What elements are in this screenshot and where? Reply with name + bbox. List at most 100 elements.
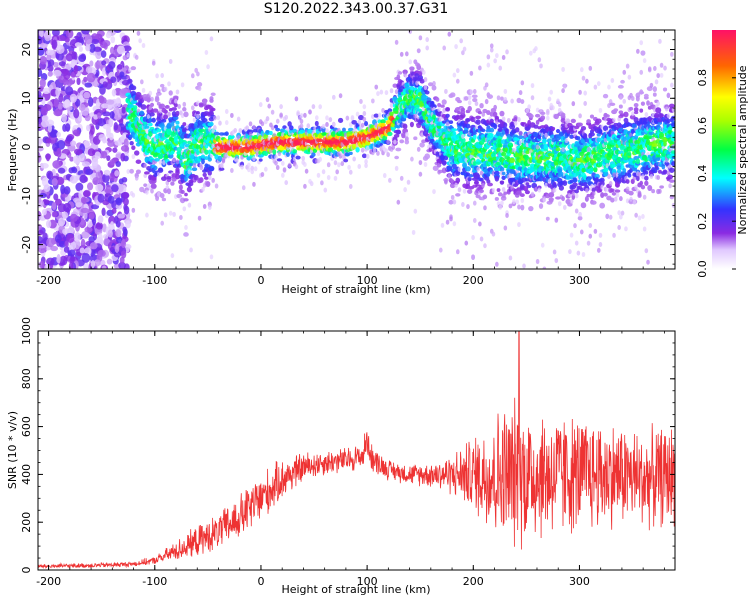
spectrogram-cell [102,223,107,233]
spectrogram-cell [123,203,128,211]
spectrogram-cell [115,161,122,168]
spectrogram-cell [86,72,96,83]
spectrogram-cell [39,56,47,65]
spectrogram-cell [593,84,598,90]
spectrogram-cell [612,117,616,123]
spectrogram-cell [90,204,100,210]
spectrogram-cell [294,96,299,102]
spectrogram-cell [41,177,50,187]
spectrogram-cell [80,207,90,214]
spectrogram-cells [38,0,675,296]
spectrogram-cell [115,97,121,104]
spectrogram-cell [347,164,351,170]
spectrogram-cell [182,206,187,212]
spectrogram-cell [440,222,445,228]
spectrogram-cell [101,207,106,217]
spectrogram-cell [325,122,329,128]
spectrogram-cell [74,232,81,242]
spectrogram-cell [72,129,80,137]
spectrogram-cell [617,225,621,231]
spectrogram-cell [260,171,265,177]
spectrogram-cell [409,121,414,128]
spectrogram-cell [168,59,173,65]
spectrogram-cell [303,183,307,189]
spectrogram-cell [188,0,192,3]
spectrogram-cell [503,225,508,231]
spectrogram-cell [206,291,210,296]
spectrogram-cell [491,187,496,193]
spectrogram-cell [252,124,256,130]
spectrogram-cell [60,184,66,195]
spectrogram-cell [505,49,509,55]
spectrogram-cell [56,139,66,150]
spectrogram-cell [209,36,214,42]
spectrogram-cell [109,172,115,182]
spectrogram-cell [155,290,159,295]
spectrogram-cell [38,137,43,144]
spectrogram-cell [61,211,69,219]
spectrogram-cell [553,161,559,166]
spectrogram-cell [186,186,192,193]
spectrogram-cell [578,89,582,95]
spectrogram-cell [157,167,164,173]
spectrogram-cell [63,70,71,80]
spectrogram-cell [617,84,624,89]
spectrogram-cell [403,187,407,193]
spectrogram-cell [180,189,185,195]
spectrogram-cell [175,159,180,165]
spectrogram-cell [493,58,497,64]
spectrogram-cell [81,231,90,239]
spectrogram-cell [574,193,579,199]
spectrogram-cell [338,93,343,99]
spectrogram-cell [58,61,66,67]
spectrogram-cell [177,104,182,110]
spectrogram-cell [211,128,215,134]
chart-title: S120.2022.343.00.37.G31 [263,1,449,17]
spectrogram-cell [546,115,550,121]
spectrogram-cell [309,181,314,187]
spectrogram-cell [224,131,229,136]
spectrogram-cell [365,153,370,159]
spectrogram-cell [451,128,458,132]
spectrogram-cell [202,203,207,209]
spectrogram-cell [411,229,416,235]
spectrogram-cell [187,202,192,208]
spectrogram-cell [110,36,116,44]
spectrogram-cell [157,154,164,159]
spectrogram-cell [175,120,180,125]
spectrogram-cell [461,133,465,139]
spectrogram-cell [576,250,581,256]
spectrogram-cell [530,191,535,197]
spectrogram-cell [163,212,168,218]
spectrogram-cell [487,94,494,99]
spectrogram-cell [449,214,453,220]
spectrogram-cell [115,220,121,228]
spectrogram-cell [598,232,603,238]
spectrogram-cell [526,184,532,189]
spectrogram-cell [515,127,520,133]
spectrogram-cell [52,30,60,37]
spectrogram-cell [360,147,365,153]
spectrogram-cell [379,89,384,95]
spectrogram-cell [202,172,207,178]
spectrogram-cell [218,167,225,171]
spectrogram-cell [56,34,66,42]
spectrogram-cell [501,187,506,193]
spectrogram-cell [224,120,229,126]
spectrogram-cell [139,110,145,116]
spectrogram-cell [472,89,477,95]
spectrogram-cell [171,177,177,182]
spectrogram-cell [591,190,596,196]
spectrogram-cell [38,224,43,230]
spectrogram-cell [130,85,137,91]
spectrogram-cell [395,147,402,152]
spectrogram-cell [444,179,448,185]
spectrogram-cell [562,204,567,210]
spectrogram-cell [520,99,525,104]
spectrogram-cell [420,13,424,18]
spectrogram-cell [83,76,88,83]
spectrogram-cell [509,157,516,164]
spectrogram-cell [554,258,559,264]
spectrogram-cell [196,81,203,87]
spectrogram-cell [572,182,578,187]
